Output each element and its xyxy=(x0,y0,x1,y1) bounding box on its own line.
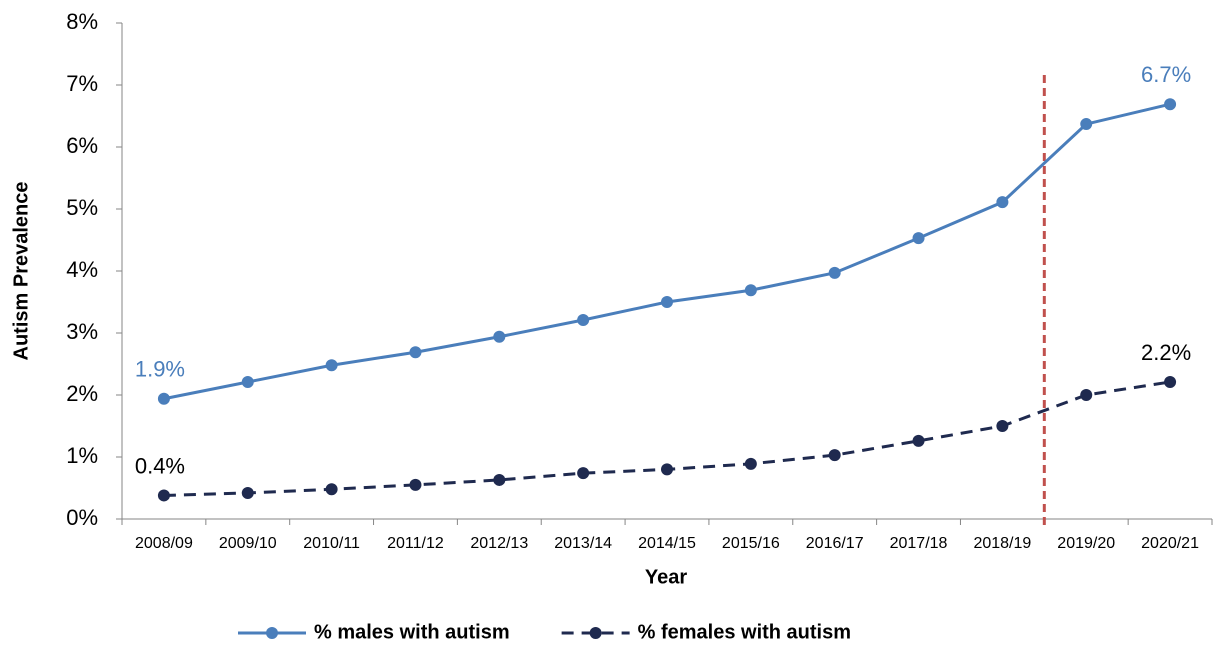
legend-marker xyxy=(589,627,602,639)
data-point xyxy=(828,266,841,279)
x-tick-label: 2020/21 xyxy=(1141,535,1199,552)
series-line xyxy=(163,380,1171,497)
y-tick-label: 7% xyxy=(66,71,98,96)
data-point xyxy=(409,478,422,491)
x-tick-label: 2015/16 xyxy=(722,535,780,552)
y-tick-label: 0% xyxy=(66,505,98,530)
x-tick-label: 2011/12 xyxy=(387,535,444,552)
data-label: 0.4% xyxy=(135,453,185,478)
legend-label: % females with autism xyxy=(638,621,851,643)
data-point xyxy=(1080,389,1093,401)
y-tick-label: 2% xyxy=(66,381,98,406)
legend-label: % males with autism xyxy=(314,621,510,643)
y-tick-label: 3% xyxy=(66,319,98,344)
y-tick-label: 1% xyxy=(66,443,98,468)
data-point xyxy=(157,489,170,502)
data-point xyxy=(241,486,254,499)
data-point xyxy=(409,346,422,359)
data-point xyxy=(157,392,170,405)
legend-marker xyxy=(266,627,278,639)
data-label: 1.9% xyxy=(135,357,185,382)
x-tick-label: 2012/13 xyxy=(470,535,528,552)
data-point xyxy=(1080,118,1093,131)
data-point xyxy=(1164,98,1177,111)
data-point xyxy=(996,420,1009,432)
y-tick-label: 4% xyxy=(66,257,98,282)
x-tick-label: 2019/20 xyxy=(1057,535,1115,552)
data-point xyxy=(241,375,254,388)
data-point xyxy=(325,483,338,496)
x-tick-label: 2008/09 xyxy=(135,535,193,552)
data-label: 2.2% xyxy=(1141,340,1191,365)
data-point xyxy=(912,434,925,447)
x-tick-label: 2018/19 xyxy=(973,535,1031,552)
data-point xyxy=(996,196,1009,209)
data-point xyxy=(828,449,841,462)
data-point xyxy=(1164,375,1177,388)
data-point xyxy=(661,296,673,308)
data-point xyxy=(493,330,506,343)
data-point xyxy=(744,457,757,470)
x-tick-label: 2017/18 xyxy=(890,535,948,552)
data-point xyxy=(577,467,590,480)
y-tick-label: 8% xyxy=(66,9,98,34)
y-tick-label: 6% xyxy=(66,133,98,158)
data-label: 6.7% xyxy=(1141,62,1191,87)
data-point xyxy=(912,232,925,245)
data-point xyxy=(325,359,338,372)
x-axis-title: Year xyxy=(645,566,687,588)
y-axis-title: Autism Prevalence xyxy=(10,182,32,361)
x-tick-label: 2013/14 xyxy=(554,535,612,552)
y-tick-label: 5% xyxy=(66,195,98,220)
series-line xyxy=(163,102,1171,401)
data-point xyxy=(661,463,673,476)
x-tick-label: 2010/11 xyxy=(303,535,360,552)
data-point xyxy=(493,473,506,486)
x-tick-label: 2014/15 xyxy=(638,535,696,552)
x-tick-label: 2016/17 xyxy=(806,535,864,552)
data-point xyxy=(744,284,757,297)
x-tick-label: 2009/10 xyxy=(219,535,277,552)
data-point xyxy=(577,313,590,326)
